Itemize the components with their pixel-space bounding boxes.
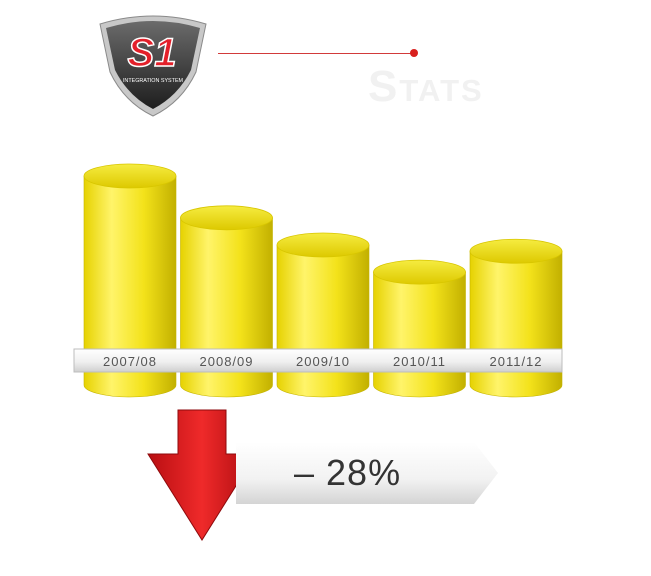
category-band bbox=[73, 348, 563, 373]
logo-mark: S1 bbox=[128, 31, 177, 75]
bar-2010-11 bbox=[373, 259, 466, 398]
down-arrow-icon bbox=[147, 409, 257, 541]
s1-logo: S1 INTEGRATION SYSTEM bbox=[99, 15, 207, 117]
tick-label-2008-09: 2008/09 bbox=[200, 354, 254, 369]
page-title: Stats bbox=[368, 62, 484, 111]
cylinder-bar-chart: 2007/08 2008/09 2009/10 2010/11 2011/12 bbox=[73, 163, 563, 398]
change-value: – 28% bbox=[294, 452, 402, 493]
bar-2011-12 bbox=[469, 238, 563, 398]
bar-2007-08 bbox=[83, 163, 177, 398]
connector-line bbox=[218, 53, 414, 54]
tick-label-2011-12: 2011/12 bbox=[489, 354, 542, 369]
change-banner bbox=[236, 442, 498, 504]
logo-caption: INTEGRATION SYSTEM bbox=[123, 78, 184, 84]
tick-label-2009-10: 2009/10 bbox=[296, 354, 350, 369]
tick-label-2010-11: 2010/11 bbox=[393, 354, 446, 369]
connector-dot bbox=[410, 49, 418, 57]
tick-label-2007-08: 2007/08 bbox=[103, 354, 157, 369]
